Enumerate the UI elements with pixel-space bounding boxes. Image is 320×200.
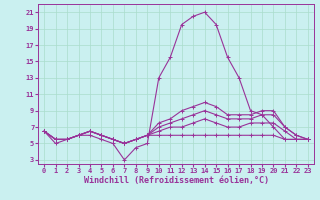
X-axis label: Windchill (Refroidissement éolien,°C): Windchill (Refroidissement éolien,°C) bbox=[84, 176, 268, 185]
